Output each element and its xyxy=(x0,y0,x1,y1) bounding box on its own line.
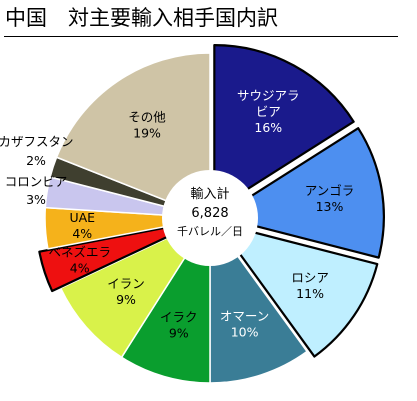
center-label-title: 輸入計 xyxy=(190,186,229,202)
slice-value-label: 19% xyxy=(133,125,161,140)
slice-label: カザフスタン xyxy=(0,134,74,149)
slice-value-label: 4% xyxy=(72,226,92,241)
slice-value-label: 9% xyxy=(116,292,136,307)
slice-label: ベネズエラ xyxy=(48,244,111,259)
slice-label: ビア xyxy=(256,104,281,119)
title-underline xyxy=(4,36,398,37)
slice-label: アンゴラ xyxy=(305,183,355,198)
pie-slice xyxy=(55,52,211,219)
slice-value-label: 11% xyxy=(296,286,324,301)
pie-slice xyxy=(213,44,355,212)
slice-value-label: 3% xyxy=(26,192,46,207)
slice-value-label: 16% xyxy=(254,120,282,135)
slice-value-label: 9% xyxy=(169,326,189,341)
slice-value-label: 4% xyxy=(70,260,90,275)
slice-value-label: 13% xyxy=(316,199,344,214)
slice-label: サウジアラ xyxy=(237,88,300,103)
center-label-total: 6,828 xyxy=(191,206,228,221)
slice-label: ロシア xyxy=(291,270,329,285)
slice-label: イラン xyxy=(107,276,145,291)
slice-label: その他 xyxy=(128,109,166,124)
center-label-unit: 千バレル／日 xyxy=(177,225,243,238)
pie-slice xyxy=(38,219,203,293)
center-hole xyxy=(162,170,258,266)
pie-slice xyxy=(217,127,385,259)
slice-label: コロンビア xyxy=(5,174,68,189)
slice-value-label: 2% xyxy=(26,153,46,168)
pie-slice xyxy=(216,221,379,358)
slice-label: イラク xyxy=(160,310,198,325)
chart-title: 中国 対主要輸入相手国内訳 xyxy=(5,6,278,30)
slice-label: オマーン xyxy=(220,309,269,324)
slice-label: UAE xyxy=(69,210,95,225)
pie-slice xyxy=(59,217,211,359)
slice-value-label: 10% xyxy=(231,325,259,340)
